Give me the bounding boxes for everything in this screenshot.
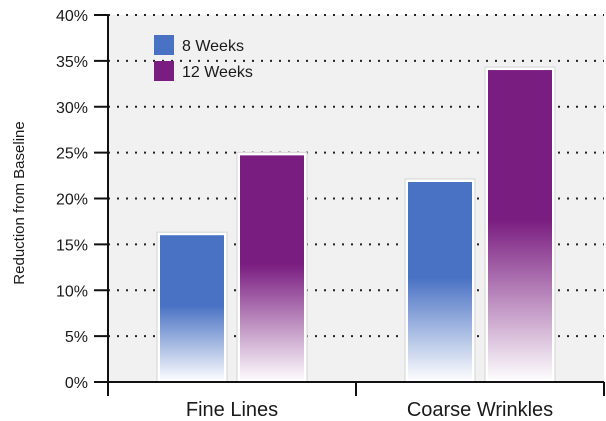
bar-8-weeks-coarse-wrinkles — [408, 181, 472, 382]
y-tick-label: 40% — [56, 8, 88, 25]
y-tick-label: 35% — [56, 54, 88, 71]
x-categories: Fine Lines Coarse Wrinkles — [107, 382, 605, 421]
legend-label: 12 Weeks — [182, 64, 253, 81]
y-tick-label: 10% — [56, 283, 88, 300]
legend: 8 Weeks 12 Weeks — [154, 35, 253, 81]
y-tick-label: 30% — [56, 100, 88, 117]
y-ticks: 0% 5% 10% 15% 20% 25% 30% 35% 40% — [56, 8, 108, 392]
y-tick-label: 0% — [65, 375, 88, 392]
bar-12-weeks-coarse-wrinkles — [488, 70, 552, 383]
x-category-label: Fine Lines — [186, 399, 278, 421]
bar-8-weeks-fine-lines — [160, 235, 224, 382]
y-tick-label: 15% — [56, 237, 88, 254]
legend-swatch — [154, 61, 174, 81]
bar-12-weeks-fine-lines — [240, 155, 304, 382]
x-category-label: Coarse Wrinkles — [407, 399, 553, 421]
bars — [156, 66, 556, 383]
legend-label: 8 Weeks — [182, 38, 244, 55]
y-axis-label: Reduction from Baseline — [11, 121, 28, 284]
y-tick-label: 5% — [65, 329, 88, 346]
y-tick-label: 25% — [56, 146, 88, 163]
y-tick-label: 20% — [56, 192, 88, 209]
legend-swatch — [154, 35, 174, 55]
